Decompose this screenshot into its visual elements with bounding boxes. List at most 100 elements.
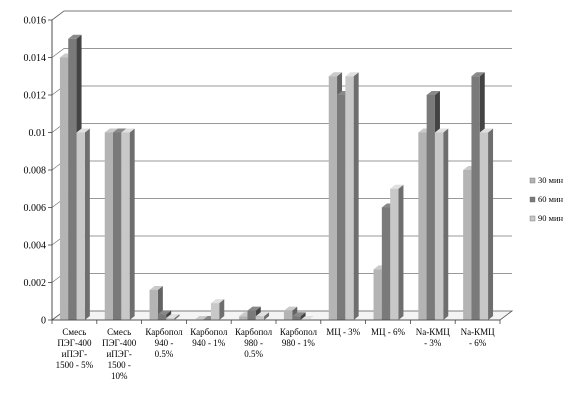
legend-swatch <box>529 177 536 184</box>
bar-front <box>255 316 265 320</box>
bar-top <box>283 306 298 311</box>
bar-front <box>210 303 220 320</box>
bar-side <box>174 314 180 320</box>
x-tick-label: Смесь ПЭГ-400 иПЭГ-1500 -10% <box>102 327 137 381</box>
bar-top <box>68 34 82 39</box>
x-tick-label: Карбопол 940 -0.5% <box>145 327 183 359</box>
bar <box>300 316 314 320</box>
bar-front <box>373 269 382 320</box>
x-tick-label: Карбопол 980 - 1% <box>280 327 318 348</box>
bar-front <box>479 132 489 320</box>
bar-top <box>194 316 208 320</box>
bar-front <box>149 290 158 320</box>
x-tick-label: МЦ - 3% <box>326 327 360 337</box>
legend-entry: 30 мин <box>529 175 564 185</box>
legend-label: 30 мин <box>538 175 564 185</box>
legend-entry: 60 мин <box>529 194 564 204</box>
bar-front <box>463 170 472 320</box>
bar-front <box>157 314 167 320</box>
bar-front <box>292 316 301 320</box>
bar-top <box>328 72 343 77</box>
bar <box>255 312 270 320</box>
y-tick-label: 0.002 <box>24 278 47 289</box>
bar-side <box>488 128 494 320</box>
bar-front <box>76 132 85 320</box>
bar <box>345 72 359 320</box>
bar-top <box>149 286 163 290</box>
x-tick-label: Карбопол 980 -0.5% <box>235 327 273 359</box>
bar-front <box>345 76 354 320</box>
bar-top <box>76 128 90 133</box>
bar-top <box>479 128 494 133</box>
bar <box>194 316 208 320</box>
bar <box>121 128 135 320</box>
bar-top <box>300 316 314 320</box>
bar-top <box>471 72 485 77</box>
bar-front <box>104 132 114 320</box>
bar <box>166 314 180 320</box>
x-tick-label: Смесь ПЭГ-400 иПЭГ-1500 - 5% <box>56 327 94 370</box>
y-tick-label: 0.01 <box>29 128 47 139</box>
x-tick-label: Na-КМЦ - 6% <box>461 327 495 348</box>
x-tick-label: Карбопол 940 - 1% <box>190 327 228 348</box>
bar-top <box>345 72 359 77</box>
bar-front <box>390 188 399 320</box>
bar-side <box>219 299 225 320</box>
bar-top <box>434 128 449 133</box>
bar-front <box>59 57 69 320</box>
legend-swatch <box>529 196 536 203</box>
y-tick-label: 0 <box>41 316 46 327</box>
bar-front <box>113 132 122 320</box>
bar-front <box>337 95 346 320</box>
gridline <box>51 85 512 96</box>
bar-top <box>390 184 404 189</box>
bar-side <box>84 128 90 320</box>
bar-side <box>398 184 404 320</box>
y-tick-label: 0.014 <box>24 53 47 64</box>
bar-top <box>426 91 440 95</box>
bar-top <box>292 312 306 317</box>
bar-front <box>328 76 338 320</box>
bar-side <box>129 128 135 320</box>
x-tick-label: МЦ - 6% <box>371 327 405 337</box>
bar-top <box>104 128 119 133</box>
gridline <box>51 48 512 58</box>
bar <box>292 312 306 320</box>
bar-top <box>121 128 135 133</box>
y-tick-label: 0.008 <box>24 166 47 177</box>
bar <box>434 128 449 320</box>
bar <box>210 299 225 320</box>
bar-front <box>471 76 480 320</box>
legend: 30 мин 60 мин 90 мин <box>529 175 564 223</box>
y-tick-label: 0.004 <box>24 241 47 252</box>
bar-side <box>353 72 359 320</box>
bar-front <box>166 318 175 320</box>
bar-front <box>68 38 77 320</box>
x-tick-label: Na-КМЦ - 3% <box>416 327 450 348</box>
bar-top <box>247 306 261 311</box>
y-tick-label: 0.012 <box>24 91 47 102</box>
bar-front <box>418 132 427 320</box>
legend-label: 60 мин <box>538 194 564 204</box>
legend-label: 90 мин <box>538 213 564 223</box>
bars <box>59 34 494 320</box>
bar-front <box>239 316 248 320</box>
bar-side <box>300 312 306 320</box>
gridline <box>51 10 512 21</box>
x-axis: Смесь ПЭГ-400 иПЭГ-1500 - 5%Смесь ПЭГ-400 иП… <box>51 319 501 381</box>
bar-top <box>157 310 172 315</box>
y-tick-label: 0.016 <box>24 16 47 27</box>
bar-front <box>381 207 391 320</box>
y-tick-label: 0.006 <box>24 203 47 214</box>
bar-front <box>426 95 435 320</box>
bar-front <box>283 310 293 320</box>
bar-top <box>210 299 225 304</box>
bar-side <box>443 128 449 320</box>
bar-top <box>255 312 270 317</box>
bar-front <box>121 132 130 320</box>
bar-side <box>264 312 270 320</box>
bar-front <box>434 132 444 320</box>
y-axis: 0 0.002 0.004 0.006 0.008 0.01 0.012 0.014 0.016 <box>24 16 53 327</box>
bar-top <box>113 128 127 133</box>
